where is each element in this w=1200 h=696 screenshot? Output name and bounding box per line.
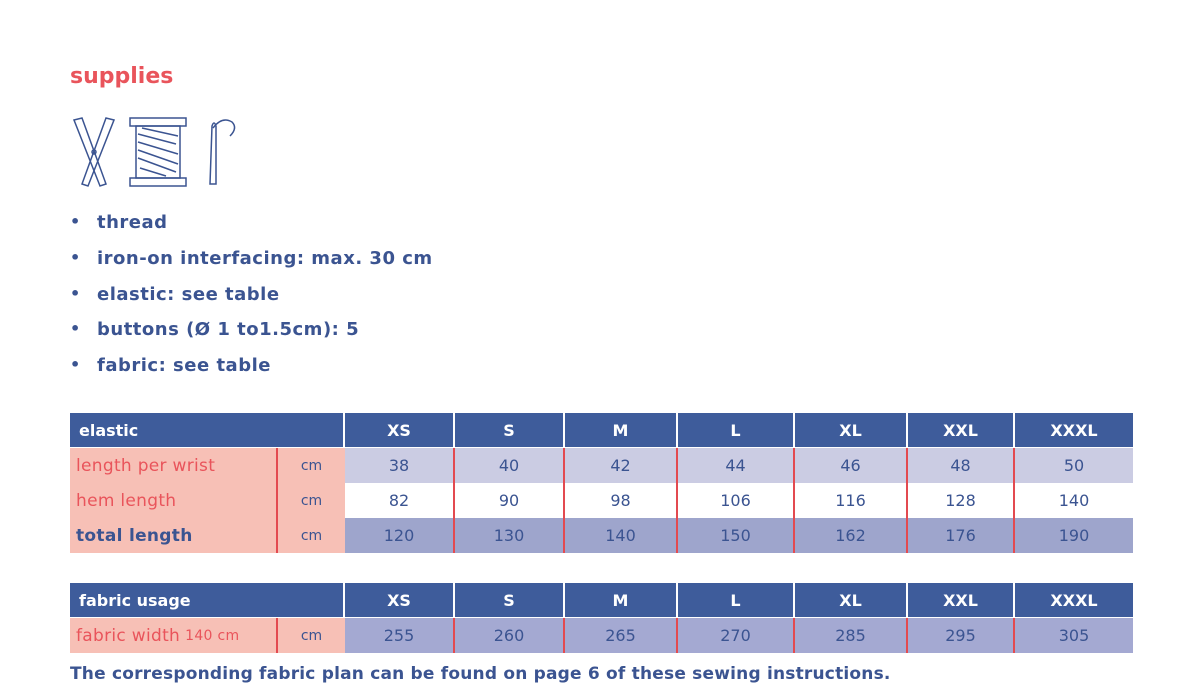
size-header: XXL <box>908 413 1015 447</box>
size-header: S <box>455 413 565 447</box>
table-value: 162 <box>795 518 908 553</box>
table-value: 42 <box>565 448 678 483</box>
table-value: 130 <box>455 518 565 553</box>
table-value: 48 <box>908 448 1015 483</box>
row-label-text: total length <box>76 525 193 546</box>
table-value: 38 <box>345 448 455 483</box>
supply-icons <box>72 117 236 187</box>
bullet-dot: • <box>70 355 81 375</box>
size-header: XS <box>345 413 455 447</box>
spool-icon <box>129 117 187 187</box>
size-header: XXXL <box>1015 583 1133 617</box>
table-value: 285 <box>795 618 908 653</box>
table-value: 295 <box>908 618 1015 653</box>
size-header: XXXL <box>1015 413 1133 447</box>
table-value: 190 <box>1015 518 1133 553</box>
row-label: hem length <box>70 483 278 518</box>
size-header: XXL <box>908 583 1015 617</box>
bullet-text: iron-on interfacing: max. 30 cm <box>97 247 433 269</box>
row-unit: cm <box>278 518 345 553</box>
table-value: 255 <box>345 618 455 653</box>
table-value: 305 <box>1015 618 1133 653</box>
bullet-item: • elastic: see table <box>70 284 670 308</box>
bullet-item: • thread <box>70 212 670 236</box>
bullet-item: • iron-on interfacing: max. 30 cm <box>70 248 670 272</box>
table-title: elastic <box>70 413 345 447</box>
table-value: 176 <box>908 518 1015 553</box>
size-header: M <box>565 583 678 617</box>
bullet-item: • fabric: see table <box>70 355 670 379</box>
scissors-icon <box>72 117 116 187</box>
size-header: S <box>455 583 565 617</box>
row-label: length per wrist <box>70 448 278 483</box>
table-value: 150 <box>678 518 795 553</box>
bullet-item: • buttons (Ø 1 to1.5cm): 5 <box>70 319 670 343</box>
size-header: XS <box>345 583 455 617</box>
bullet-text: buttons (Ø 1 to1.5cm): 5 <box>97 319 360 341</box>
bullet-dot: • <box>70 247 81 267</box>
title: supplies <box>70 64 174 89</box>
size-header: XL <box>795 583 908 617</box>
bullet-dot: • <box>70 283 81 303</box>
table-value: 270 <box>678 618 795 653</box>
table-value: 46 <box>795 448 908 483</box>
row-unit: cm <box>278 483 345 518</box>
bullet-text: thread <box>97 212 168 233</box>
table-value: 82 <box>345 483 455 518</box>
bullet-text: elastic: see table <box>97 283 280 305</box>
size-header: L <box>678 413 795 447</box>
size-header: M <box>565 413 678 447</box>
bullet-dot: • <box>70 319 81 339</box>
bullet-text: fabric: see table <box>97 355 271 377</box>
row-unit: cm <box>278 618 345 653</box>
table-value: 140 <box>565 518 678 553</box>
table-value: 106 <box>678 483 795 518</box>
needle-icon <box>209 119 236 185</box>
table-value: 44 <box>678 448 795 483</box>
bullet-dot: • <box>70 212 81 231</box>
footer-note: The corresponding fabric plan can be fou… <box>70 664 891 684</box>
table-value: 128 <box>908 483 1015 518</box>
table-value: 265 <box>565 618 678 653</box>
table-value: 120 <box>345 518 455 553</box>
table-value: 50 <box>1015 448 1133 483</box>
row-label-text: length per wrist <box>76 455 216 476</box>
row-label-text: hem length <box>76 490 177 511</box>
table-title: fabric usage <box>70 583 345 617</box>
row-label: total length <box>70 518 278 553</box>
table-value: 98 <box>565 483 678 518</box>
size-header: L <box>678 583 795 617</box>
row-label-text: fabric width <box>76 625 181 646</box>
row-unit: cm <box>278 448 345 483</box>
table-value: 140 <box>1015 483 1133 518</box>
table-value: 116 <box>795 483 908 518</box>
row-label-note: 140 cm <box>185 627 240 644</box>
size-header: XL <box>795 413 908 447</box>
table-value: 260 <box>455 618 565 653</box>
table-value: 90 <box>455 483 565 518</box>
table-value: 40 <box>455 448 565 483</box>
row-label: fabric width 140 cm <box>70 618 278 653</box>
